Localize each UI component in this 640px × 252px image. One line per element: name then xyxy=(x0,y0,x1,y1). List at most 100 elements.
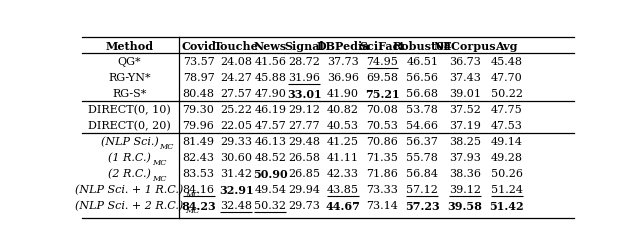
Text: 50.90: 50.90 xyxy=(253,168,288,179)
Text: 53.78: 53.78 xyxy=(406,105,438,115)
Text: 40.53: 40.53 xyxy=(327,121,359,131)
Text: 27.77: 27.77 xyxy=(289,121,320,131)
Text: 40.82: 40.82 xyxy=(327,105,359,115)
Text: 79.96: 79.96 xyxy=(182,121,214,131)
Text: RG-S*: RG-S* xyxy=(113,89,147,99)
Text: RG-YN*: RG-YN* xyxy=(108,73,151,83)
Text: 70.86: 70.86 xyxy=(367,137,399,147)
Text: 41.56: 41.56 xyxy=(255,57,287,67)
Text: 31.42: 31.42 xyxy=(220,169,252,179)
Text: 55.78: 55.78 xyxy=(406,153,438,163)
Text: 56.56: 56.56 xyxy=(406,73,438,83)
Text: Covid: Covid xyxy=(181,41,216,51)
Text: 39.01: 39.01 xyxy=(449,89,481,99)
Text: 56.68: 56.68 xyxy=(406,89,438,99)
Text: 37.93: 37.93 xyxy=(449,153,481,163)
Text: Signal: Signal xyxy=(284,41,324,51)
Text: Method: Method xyxy=(106,41,154,51)
Text: 24.27: 24.27 xyxy=(220,73,252,83)
Text: 54.66: 54.66 xyxy=(406,121,438,131)
Text: 39.12: 39.12 xyxy=(449,185,481,195)
Text: 47.53: 47.53 xyxy=(491,121,522,131)
Text: 22.05: 22.05 xyxy=(220,121,252,131)
Text: 42.33: 42.33 xyxy=(327,169,359,179)
Text: 29.33: 29.33 xyxy=(220,137,252,147)
Text: 49.28: 49.28 xyxy=(491,153,522,163)
Text: 47.70: 47.70 xyxy=(491,73,522,83)
Text: 81.49: 81.49 xyxy=(182,137,214,147)
Text: 47.57: 47.57 xyxy=(255,121,286,131)
Text: 33.01: 33.01 xyxy=(287,88,321,99)
Text: 36.96: 36.96 xyxy=(327,73,359,83)
Text: MC: MC xyxy=(152,175,166,183)
Text: 43.85: 43.85 xyxy=(327,185,359,195)
Text: 70.08: 70.08 xyxy=(367,105,399,115)
Text: Avg: Avg xyxy=(495,41,518,51)
Text: 38.36: 38.36 xyxy=(449,169,481,179)
Text: NFCorpus: NFCorpus xyxy=(433,41,496,51)
Text: 36.73: 36.73 xyxy=(449,57,481,67)
Text: 47.75: 47.75 xyxy=(491,105,522,115)
Text: 46.13: 46.13 xyxy=(255,137,287,147)
Text: SciFact: SciFact xyxy=(360,41,405,51)
Text: DIRECT(0, 10): DIRECT(0, 10) xyxy=(88,105,171,115)
Text: MC: MC xyxy=(159,143,174,151)
Text: DIRECT(0, 20): DIRECT(0, 20) xyxy=(88,121,171,131)
Text: 56.84: 56.84 xyxy=(406,169,438,179)
Text: 79.30: 79.30 xyxy=(182,105,214,115)
Text: 73.33: 73.33 xyxy=(367,185,399,195)
Text: 51.24: 51.24 xyxy=(491,185,522,195)
Text: 28.72: 28.72 xyxy=(288,57,320,67)
Text: 25.22: 25.22 xyxy=(220,105,252,115)
Text: 57.23: 57.23 xyxy=(405,200,440,211)
Text: 56.37: 56.37 xyxy=(406,137,438,147)
Text: 71.86: 71.86 xyxy=(367,169,399,179)
Text: (NLP Sci.): (NLP Sci.) xyxy=(100,137,159,147)
Text: 45.48: 45.48 xyxy=(491,57,522,67)
Text: 37.19: 37.19 xyxy=(449,121,481,131)
Text: QG*: QG* xyxy=(118,57,141,67)
Text: 29.48: 29.48 xyxy=(288,137,320,147)
Text: 70.53: 70.53 xyxy=(367,121,399,131)
Text: DBPedia: DBPedia xyxy=(316,41,370,51)
Text: 83.53: 83.53 xyxy=(182,169,214,179)
Text: 31.96: 31.96 xyxy=(288,73,320,83)
Text: 73.57: 73.57 xyxy=(182,57,214,67)
Text: 41.25: 41.25 xyxy=(327,137,359,147)
Text: MC: MC xyxy=(185,207,199,214)
Text: (1 R.C.): (1 R.C.) xyxy=(108,153,151,163)
Text: 32.91: 32.91 xyxy=(219,184,253,195)
Text: 48.52: 48.52 xyxy=(255,153,287,163)
Text: News: News xyxy=(254,41,287,51)
Text: Touche: Touche xyxy=(214,41,259,51)
Text: (NLP Sci. + 2 R.C.): (NLP Sci. + 2 R.C.) xyxy=(76,201,184,211)
Text: 39.58: 39.58 xyxy=(447,200,483,211)
Text: 32.48: 32.48 xyxy=(220,201,252,211)
Text: 75.21: 75.21 xyxy=(365,88,400,99)
Text: 84.23: 84.23 xyxy=(181,200,216,211)
Text: 27.57: 27.57 xyxy=(220,89,252,99)
Text: MC: MC xyxy=(185,191,199,199)
Text: 29.94: 29.94 xyxy=(288,185,320,195)
Text: 37.52: 37.52 xyxy=(449,105,481,115)
Text: 41.90: 41.90 xyxy=(327,89,359,99)
Text: 51.42: 51.42 xyxy=(489,200,524,211)
Text: 30.60: 30.60 xyxy=(220,153,252,163)
Text: 71.35: 71.35 xyxy=(367,153,399,163)
Text: 50.26: 50.26 xyxy=(491,169,522,179)
Text: 50.22: 50.22 xyxy=(491,89,522,99)
Text: 78.97: 78.97 xyxy=(182,73,214,83)
Text: 44.67: 44.67 xyxy=(326,200,360,211)
Text: 49.54: 49.54 xyxy=(255,185,287,195)
Text: Robust04: Robust04 xyxy=(392,41,452,51)
Text: 37.73: 37.73 xyxy=(327,57,359,67)
Text: 84.16: 84.16 xyxy=(182,185,214,195)
Text: 47.90: 47.90 xyxy=(255,89,287,99)
Text: 41.11: 41.11 xyxy=(327,153,359,163)
Text: MC: MC xyxy=(152,159,166,167)
Text: 50.32: 50.32 xyxy=(255,201,287,211)
Text: 26.58: 26.58 xyxy=(288,153,320,163)
Text: 57.12: 57.12 xyxy=(406,185,438,195)
Text: 74.95: 74.95 xyxy=(367,57,399,67)
Text: 46.19: 46.19 xyxy=(255,105,287,115)
